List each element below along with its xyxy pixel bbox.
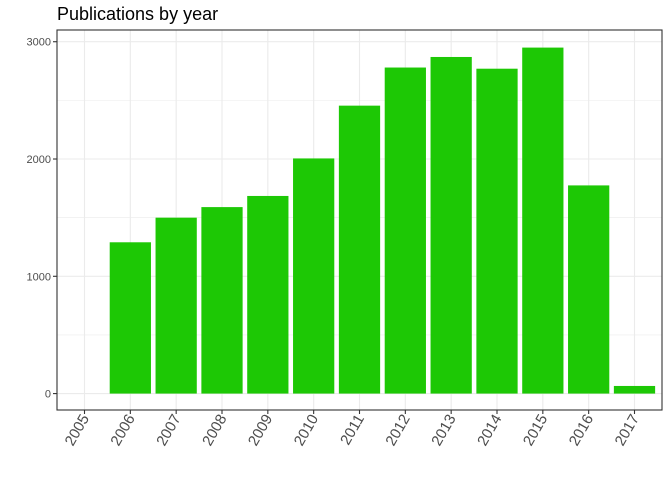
x-tick-label: 2012	[382, 412, 413, 449]
chart-title: Publications by year	[57, 4, 219, 24]
x-tick-label: 2007	[153, 412, 184, 449]
x-tick-label: 2016	[566, 412, 597, 449]
bar-2015	[522, 47, 564, 394]
x-tick-label: 2005	[62, 412, 93, 449]
bar-2006	[109, 242, 151, 394]
x-tick-label: 2009	[245, 412, 276, 449]
x-tick-label: 2017	[612, 412, 643, 449]
y-tick-label: 3000	[27, 37, 51, 49]
bar-2016	[568, 185, 610, 394]
x-tick-label: 2008	[199, 412, 230, 449]
bar-2009	[247, 195, 289, 394]
bar-2008	[201, 207, 243, 394]
x-tick-label: 2011	[337, 412, 368, 448]
x-tick-label: 2015	[520, 412, 551, 449]
y-tick-label: 0	[45, 389, 51, 401]
y-tick-label: 2000	[27, 154, 51, 166]
bar-2017	[613, 385, 656, 394]
bar-2014	[476, 68, 518, 394]
bar-2013	[430, 56, 472, 394]
y-tick-label: 1000	[27, 271, 51, 283]
x-tick-label: 2010	[291, 412, 322, 449]
bar-2012	[384, 67, 426, 394]
bar-2010	[293, 158, 335, 394]
x-tick-label: 2014	[474, 412, 505, 449]
bar-2007	[155, 217, 197, 394]
bar-2011	[338, 105, 381, 394]
x-tick-label: 2013	[428, 412, 459, 449]
bars	[109, 47, 656, 394]
x-tick-label: 2006	[107, 412, 138, 449]
